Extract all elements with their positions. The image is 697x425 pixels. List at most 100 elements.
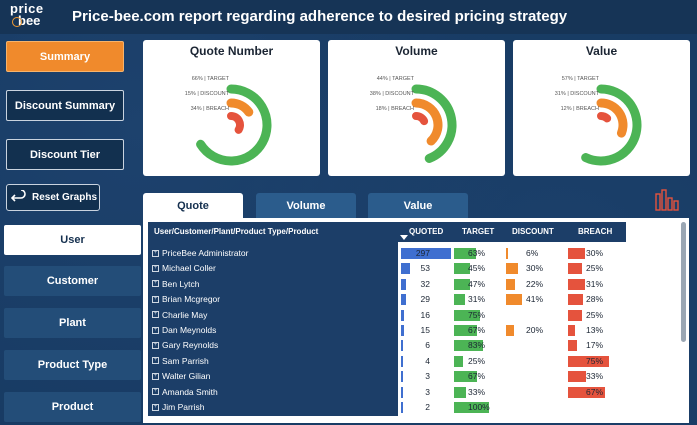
tab-quote[interactable]: Quote [143, 193, 243, 218]
quoted-value: 53 [420, 263, 430, 274]
target-bar [454, 278, 471, 290]
gauge-label-discount: 31% | DISCOUNT [554, 91, 599, 97]
breach-bar [568, 371, 587, 383]
breach-bar [568, 355, 610, 367]
breach-bar [568, 294, 584, 306]
table-row[interactable]: + Brian Mcgregor 29 31% 41% 28% [148, 292, 688, 307]
bar-chart-icon[interactable] [654, 188, 680, 212]
side-tab-plant[interactable]: Plant [4, 308, 141, 338]
target-value: 31% [468, 294, 486, 305]
expand-icon[interactable]: + [152, 264, 159, 272]
sort-desc-icon[interactable] [400, 235, 408, 241]
row-user-name[interactable]: + Ben Lytch [152, 278, 200, 289]
gauge-label-discount: 15% | DISCOUNT [184, 91, 229, 97]
quoted-bar [401, 263, 410, 275]
table-row[interactable]: + Sam Parrish 4 25% 75% [148, 354, 688, 369]
quoted-value: 2 [425, 402, 430, 412]
expand-icon[interactable]: + [152, 280, 159, 288]
breach-bar [568, 340, 578, 352]
quoted-value: 3 [425, 386, 430, 397]
quoted-value: 6 [425, 340, 430, 351]
quoted-value: 29 [420, 294, 430, 305]
breach-value: 75% [586, 355, 604, 366]
discount-value: 6% [526, 248, 539, 258]
row-user-name[interactable]: + Charlie May [152, 309, 208, 320]
expand-icon[interactable]: + [152, 372, 159, 380]
side-tab-product[interactable]: Product [4, 392, 141, 422]
target-value: 67% [468, 371, 486, 382]
target-value: 33% [468, 386, 486, 397]
row-user-name[interactable]: + Michael Coller [152, 263, 216, 274]
table-row[interactable]: + Gary Reynolds 6 83% 17% [148, 338, 688, 353]
expand-icon[interactable]: + [152, 341, 159, 349]
table-row[interactable]: + Charlie May 16 75% 25% [148, 308, 688, 323]
expand-icon[interactable]: + [152, 403, 159, 411]
row-user-name[interactable]: + Brian Mcgregor [152, 294, 221, 305]
table-row[interactable]: + Walter Gilian 3 67% 33% [148, 369, 688, 384]
breach-value: 67% [586, 386, 604, 397]
gauge-discount-arc [596, 98, 628, 138]
row-user-name[interactable]: + Sam Parrish [152, 355, 209, 366]
row-user-name[interactable]: + Gary Reynolds [152, 340, 219, 351]
side-tab-product-type[interactable]: Product Type [4, 350, 141, 380]
discount-bar [506, 294, 523, 306]
expand-icon[interactable]: + [152, 249, 159, 257]
table-row[interactable]: + Jim Parrish 2 100% [148, 400, 688, 415]
table-row[interactable]: + Dan Meynolds 15 67% 20% 13% [148, 323, 688, 338]
discount-bar [506, 325, 514, 336]
quoted-value: 3 [425, 371, 430, 382]
row-user-name[interactable]: + PriceBee Administrator [152, 248, 249, 258]
target-bar [454, 386, 466, 398]
target-value: 63% [468, 248, 486, 258]
gauge-chart [196, 84, 272, 166]
target-bar [454, 402, 489, 413]
quoted-bar [401, 371, 403, 383]
header-discount[interactable]: DISCOUNT [512, 227, 554, 236]
table-row[interactable]: + Michael Coller 53 45% 30% 25% [148, 261, 688, 276]
quoted-bar [401, 278, 407, 290]
row-user-name[interactable]: + Dan Meynolds [152, 325, 217, 335]
row-user-name[interactable]: + Jim Parrish [152, 402, 205, 412]
discount-summary-button[interactable]: Discount Summary [6, 90, 124, 121]
discount-tier-button[interactable]: Discount Tier [6, 139, 124, 170]
tab-volume[interactable]: Volume [256, 193, 356, 218]
expand-icon[interactable]: + [152, 311, 159, 319]
target-bar [454, 371, 478, 383]
breach-value: 13% [586, 325, 604, 335]
header-breach[interactable]: BREACH [578, 227, 613, 236]
gauge-target-arc [581, 84, 642, 166]
header-quoted[interactable]: QUOTED [409, 227, 444, 236]
quoted-bar [401, 402, 403, 413]
header-user[interactable]: User/Customer/Plant/Product Type/Product [154, 227, 319, 236]
target-bar [454, 294, 465, 306]
summary-button[interactable]: Summary [6, 41, 124, 72]
tab-value[interactable]: Value [368, 193, 468, 218]
side-tab-user[interactable]: User [4, 225, 141, 255]
table-row[interactable]: + Amanda Smith 3 33% 67% [148, 385, 688, 400]
breach-value: 30% [586, 248, 604, 258]
expand-icon[interactable]: + [152, 357, 159, 365]
gauge-label-target: 44% | TARGET [376, 76, 414, 82]
gauge-label-breach: 34% | BREACH [190, 106, 229, 112]
side-tab-customer[interactable]: Customer [4, 266, 141, 296]
header-target[interactable]: TARGET [462, 227, 495, 236]
expand-icon[interactable]: + [152, 326, 159, 334]
gauge-chart [411, 84, 457, 163]
row-user-name[interactable]: + Walter Gilian [152, 371, 211, 382]
breach-value: 28% [586, 294, 604, 305]
table-scrollbar[interactable] [681, 222, 686, 342]
breach-value: 31% [586, 278, 604, 289]
expand-icon[interactable]: + [152, 295, 159, 303]
target-value: 83% [468, 340, 486, 351]
gauge-breach-arc [597, 112, 612, 123]
breach-value: 25% [586, 309, 604, 320]
target-value: 67% [468, 325, 486, 335]
breach-value: 17% [586, 340, 604, 351]
row-user-name[interactable]: + Amanda Smith [152, 386, 218, 397]
bee-icon [12, 17, 22, 27]
table-row[interactable]: + PriceBee Administrator 297 63% 6% 30% [148, 246, 688, 261]
reset-graphs-button[interactable]: Reset Graphs [6, 184, 100, 211]
header-bar: price bee Price-bee.com report regarding… [0, 0, 697, 34]
table-row[interactable]: + Ben Lytch 32 47% 22% 31% [148, 277, 688, 292]
expand-icon[interactable]: + [152, 388, 159, 396]
